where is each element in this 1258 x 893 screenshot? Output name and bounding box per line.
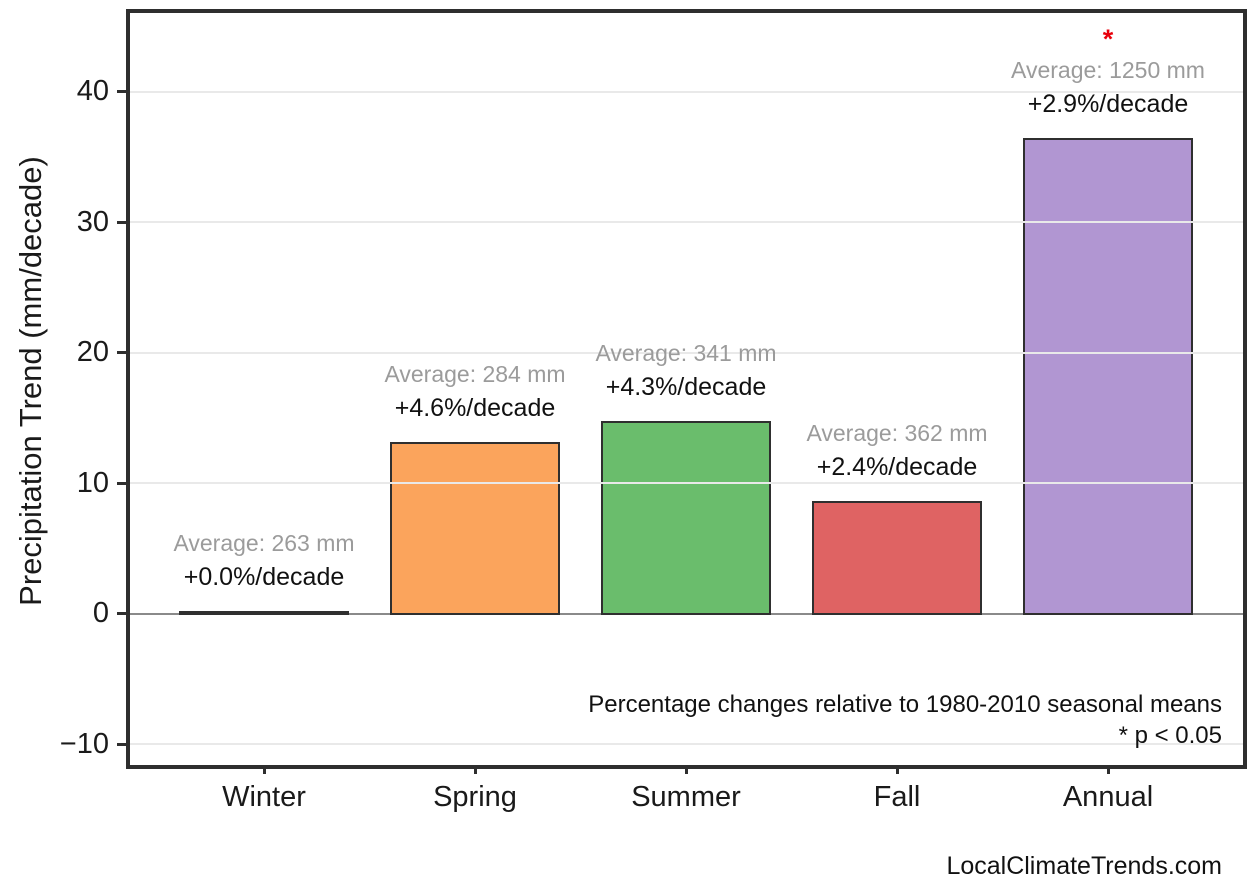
bar-fall bbox=[812, 501, 982, 615]
x-tick-label-annual: Annual bbox=[1062, 781, 1154, 813]
average-label-summer: Average: 341 mm bbox=[595, 340, 777, 366]
y-axis-title: Precipitation Trend (mm/decade) bbox=[13, 156, 48, 606]
x-tick-mark bbox=[262, 765, 266, 774]
trend-label-fall: +2.4%/decade bbox=[816, 453, 978, 481]
x-tick-label-fall: Fall bbox=[873, 781, 921, 813]
y-tick-label: 0 bbox=[92, 597, 109, 629]
significance-asterisk-annual: * bbox=[1102, 24, 1114, 54]
x-tick-mark bbox=[895, 765, 899, 774]
average-label-spring: Average: 284 mm bbox=[384, 361, 566, 387]
x-tick-label-winter: Winter bbox=[222, 781, 306, 813]
average-label-fall: Average: 362 mm bbox=[806, 420, 988, 446]
annotation-winter: Average: 263 mm +0.0%/decade bbox=[94, 527, 434, 595]
y-tick-mark bbox=[117, 90, 130, 93]
trend-label-winter: +0.0%/decade bbox=[183, 563, 345, 591]
average-label-annual: Average: 1250 mm bbox=[1011, 57, 1205, 83]
y-tick-label: 30 bbox=[76, 205, 109, 238]
annotation-fall: Average: 362 mm +2.4%/decade bbox=[727, 417, 1067, 485]
gridline-30 bbox=[130, 221, 1243, 223]
annotation-annual: * Average: 1250 mm +2.9%/decade bbox=[938, 24, 1258, 122]
y-tick-label: −10 bbox=[59, 727, 109, 760]
gridline-10 bbox=[130, 482, 1243, 484]
y-tick-label: 20 bbox=[76, 336, 109, 368]
x-tick-mark bbox=[473, 765, 477, 774]
x-tick-label-summer: Summer bbox=[631, 781, 741, 813]
bar-winter bbox=[179, 611, 349, 615]
gridline-40 bbox=[130, 90, 1243, 93]
gridline--10 bbox=[130, 743, 1243, 745]
annotation-summer: Average: 341 mm +4.3%/decade bbox=[516, 337, 856, 405]
y-tick-mark bbox=[117, 481, 130, 485]
bar-summer bbox=[601, 421, 771, 615]
x-tick-label-spring: Spring bbox=[433, 781, 517, 813]
average-label-winter: Average: 263 mm bbox=[173, 530, 355, 556]
trend-label-summer: +4.3%/decade bbox=[605, 373, 767, 401]
y-tick-mark bbox=[117, 612, 130, 615]
footnote-line-2: * p < 0.05 bbox=[1118, 722, 1222, 749]
y-tick-mark bbox=[117, 742, 130, 746]
y-tick-mark bbox=[117, 220, 130, 224]
annotation-spring: Average: 284 mm +4.6%/decade bbox=[305, 358, 645, 426]
bar-annual bbox=[1023, 138, 1193, 615]
y-tick-mark bbox=[117, 351, 130, 354]
footnote-block: Percentage changes relative to 1980-2010… bbox=[588, 689, 1222, 751]
trend-label-spring: +4.6%/decade bbox=[394, 394, 556, 422]
footnote-line-1: Percentage changes relative to 1980-2010… bbox=[588, 691, 1222, 718]
x-tick-mark bbox=[1106, 765, 1110, 774]
y-tick-label: 40 bbox=[76, 75, 109, 107]
bar-spring bbox=[390, 442, 560, 615]
watermark: LocalClimateTrends.com bbox=[946, 852, 1222, 880]
x-tick-mark bbox=[684, 765, 688, 774]
trend-label-annual: +2.9%/decade bbox=[1027, 90, 1189, 118]
gridline-20 bbox=[130, 351, 1243, 354]
y-tick-label: 10 bbox=[76, 466, 109, 499]
